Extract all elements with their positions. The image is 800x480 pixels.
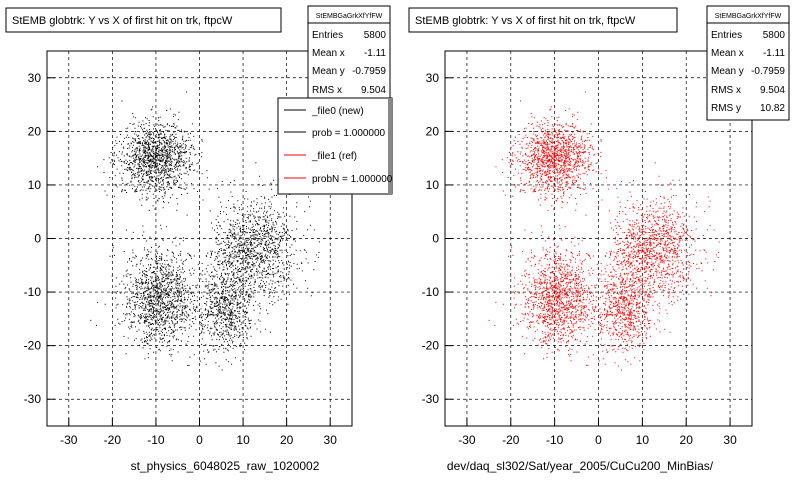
y-tick-label: 20 <box>28 124 42 138</box>
axis-ticks: -30 -20 -10 0 10 20 30 -30 -20 -10 0 10 20 30 <box>422 71 737 447</box>
y-tick-label: -10 <box>422 285 440 299</box>
stats-value: 9.504 <box>760 85 785 96</box>
grid-lines <box>445 51 752 426</box>
x-tick-label: 10 <box>636 433 650 447</box>
stats-box: StEMBGaGrkXfYfFW Entries 5800 Mean x -1.… <box>706 5 790 121</box>
x-tick-label: 20 <box>680 433 694 447</box>
stats-value: 10.82 <box>760 103 785 114</box>
x-tick-label: 30 <box>324 433 338 447</box>
stats-box: StEMBGaGrkXfYfFW Entries 5800 Mean x -1.… <box>307 5 391 103</box>
y-tick-label: -20 <box>422 339 440 353</box>
stats-box-name: StEMBGaGrkXfYfFW <box>715 13 782 20</box>
stats-label: Mean y <box>312 66 345 77</box>
stats-label: Entries <box>312 30 343 41</box>
left-plot-panel: StEMB globtrk: Y vs X of first hit on tr… <box>5 5 393 473</box>
x-tick-label: -30 <box>458 433 476 447</box>
y-tick-label: -10 <box>24 285 42 299</box>
stats-value: -1.11 <box>364 48 386 59</box>
plot-title: StEMB globtrk: Y vs X of first hit on tr… <box>415 15 636 27</box>
right-plot-panel: StEMB globtrk: Y vs X of first hit on tr… <box>408 5 790 473</box>
x-tick-label: -20 <box>104 433 122 447</box>
legend-entry: _file1 (ref) <box>311 151 357 162</box>
stats-value: 5800 <box>763 30 786 41</box>
scatter-point-set <box>90 91 320 371</box>
x-tick-label: 10 <box>236 433 250 447</box>
legend-entry: prob = 1.000000 <box>312 128 386 139</box>
plot-title-box <box>5 7 282 33</box>
scatter-points <box>488 91 720 371</box>
x-tick-label: 0 <box>595 433 602 447</box>
y-tick-label: -30 <box>422 392 440 406</box>
stats-label: RMS x <box>312 85 342 96</box>
x-tick-label: -10 <box>147 433 165 447</box>
stats-value: 9.504 <box>361 85 386 96</box>
stats-label: Mean x <box>711 48 744 59</box>
y-tick-label: -30 <box>24 392 42 406</box>
x-tick-label: 20 <box>280 433 294 447</box>
stats-label: Entries <box>711 30 742 41</box>
y-tick-label: 10 <box>426 178 440 192</box>
y-tick-label: 10 <box>28 178 42 192</box>
legend-entry: _file0 (new) <box>311 106 364 117</box>
stats-label: RMS y <box>711 103 741 114</box>
scatter-point-set <box>488 91 720 371</box>
legend-entry: probN = 1.000000 <box>312 174 393 185</box>
axis-ticks: -30 -20 -10 0 10 20 30 -30 -20 -10 0 10 20 30 <box>24 71 338 447</box>
stats-label: Mean x <box>312 48 345 59</box>
x-axis-label: dev/daq_sl302/Sat/year_2005/CuCu200_MinB… <box>447 459 714 473</box>
scatter-points <box>90 91 320 371</box>
stats-value: -0.7959 <box>352 66 386 77</box>
stats-label: Mean y <box>711 66 744 77</box>
stats-value: -0.7959 <box>751 66 785 77</box>
plot-title-box <box>408 7 678 33</box>
x-tick-label: 30 <box>723 433 737 447</box>
stats-value: -1.11 <box>763 48 785 59</box>
x-axis-label: st_physics_6048025_raw_1020002 <box>131 459 320 473</box>
stats-box-name: StEMBGaGrkXfYfFW <box>316 13 383 20</box>
y-tick-label: 30 <box>426 71 440 85</box>
stats-label: RMS x <box>711 85 741 96</box>
y-tick-label: 0 <box>432 232 439 246</box>
x-tick-label: -10 <box>546 433 564 447</box>
x-tick-label: 0 <box>196 433 203 447</box>
y-tick-label: 20 <box>426 124 440 138</box>
x-tick-label: -30 <box>60 433 78 447</box>
plot-title: StEMB globtrk: Y vs X of first hit on tr… <box>12 15 233 27</box>
y-tick-label: -20 <box>24 339 42 353</box>
stats-value: 5800 <box>364 30 387 41</box>
legend-box: _file0 (new) prob = 1.000000 _file1 (ref… <box>277 97 393 195</box>
y-tick-label: 0 <box>34 232 41 246</box>
x-tick-label: -20 <box>502 433 520 447</box>
y-tick-label: 30 <box>28 71 42 85</box>
